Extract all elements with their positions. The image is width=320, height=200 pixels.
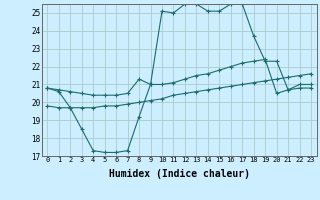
X-axis label: Humidex (Indice chaleur): Humidex (Indice chaleur)	[109, 169, 250, 179]
